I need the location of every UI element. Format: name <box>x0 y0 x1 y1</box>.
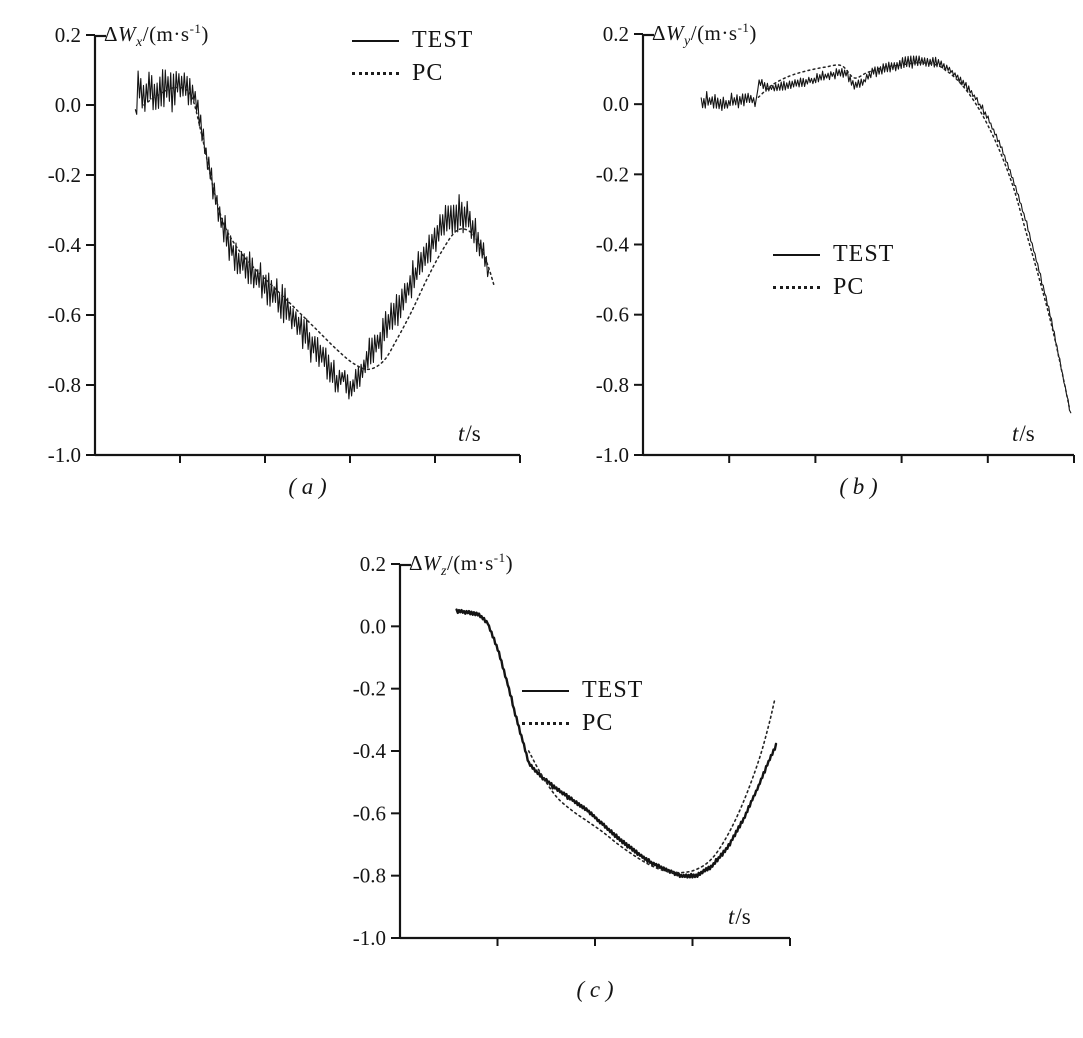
plot-a-canvas: 0.2 0.0 -0.2 -0.4 -0.6 -0.8 -1.0 <box>48 23 521 467</box>
test-line-swatch <box>352 39 399 42</box>
y-tick-label: -1.0 <box>353 926 386 950</box>
panel-c: 0.2 0.0 -0.2 -0.4 -0.6 -0.8 -1.0 ΔWz/(m·s-1) t… <box>279 524 823 1038</box>
x-axis-title: t/s <box>1012 421 1035 446</box>
y-tick-label: 0.0 <box>360 614 386 638</box>
y-axis-title: ΔWz/(m·s-1) <box>409 550 514 580</box>
legend-label-pc: PC <box>833 274 865 300</box>
legend-item-test: TEST <box>773 238 894 271</box>
y-tick-label: -0.2 <box>596 162 629 186</box>
series-test-line <box>455 608 778 879</box>
y-tick-label: -0.6 <box>48 303 81 327</box>
y-tick-label: 0.0 <box>603 92 629 116</box>
y-tick-label: -0.8 <box>48 373 81 397</box>
y-tick-label: -1.0 <box>596 443 629 467</box>
y-tick-label: 0.2 <box>603 22 629 46</box>
plot-b-canvas: 0.2 0.0 -0.2 -0.4 -0.6 -0.8 -1.0 <box>596 22 1075 467</box>
y-tick-label: 0.2 <box>360 552 386 576</box>
legend-item-test: TEST <box>352 24 473 57</box>
y-tick-label: -0.8 <box>353 864 386 888</box>
legend-item-test: TEST <box>522 674 643 707</box>
y-tick-label: -0.8 <box>596 373 629 397</box>
legend-label-test: TEST <box>833 241 895 267</box>
plot-c-canvas: 0.2 0.0 -0.2 -0.4 -0.6 -0.8 -1.0 <box>353 552 791 950</box>
test-line-swatch <box>773 253 820 256</box>
y-tick-label: 0.2 <box>55 23 81 47</box>
legend-label-pc: PC <box>412 60 444 86</box>
test-line-swatch <box>522 689 569 692</box>
series-pc-line <box>757 62 1071 411</box>
y-axis-title: ΔWx/(m·s-1) <box>104 21 209 51</box>
legend-label-test: TEST <box>582 677 644 703</box>
legend-label-pc: PC <box>582 710 614 736</box>
y-tick-label: -0.2 <box>353 677 386 701</box>
y-tick-label: -0.4 <box>353 739 387 763</box>
panel-b: 0.2 0.0 -0.2 -0.4 -0.6 -0.8 -1.0 ΔWy/(m·s-1) t… <box>543 0 1083 524</box>
y-axis-title: ΔWy/(m·s-1) <box>652 20 757 50</box>
series-test-line <box>134 69 490 400</box>
y-tick-label: -0.6 <box>596 303 629 327</box>
legend-item-pc: PC <box>522 707 643 740</box>
legend: TEST PC <box>522 674 643 740</box>
y-tick-label: -0.4 <box>48 233 82 257</box>
y-tick-label: -0.4 <box>596 233 630 257</box>
panel-caption: ( a ) <box>288 474 327 499</box>
delta-symbol: Δ <box>104 22 119 46</box>
y-tick-label: -0.2 <box>48 163 81 187</box>
legend: TEST PC <box>773 238 894 304</box>
x-axis-title: t/s <box>728 904 751 929</box>
series-pc-line <box>143 86 496 371</box>
pc-line-swatch <box>773 286 820 289</box>
panel-caption: ( b ) <box>839 474 878 499</box>
series-test-line <box>700 55 1072 414</box>
legend: TEST PC <box>352 24 473 90</box>
x-axis-title: t/s <box>458 421 481 446</box>
panel-caption: ( c ) <box>576 977 614 1002</box>
legend-item-pc: PC <box>773 271 894 304</box>
y-tick-label: 0.0 <box>55 93 81 117</box>
pc-line-swatch <box>522 722 569 725</box>
delta-symbol: Δ <box>409 551 424 575</box>
y-tick-label: -0.6 <box>353 801 386 825</box>
pc-line-swatch <box>352 72 399 75</box>
delta-symbol: Δ <box>652 21 667 45</box>
panel-a: 0.2 0.0 -0.2 -0.4 -0.6 -0.8 -1.0 ΔWx/(m·s-1) t… <box>0 0 542 524</box>
legend-item-pc: PC <box>352 57 473 90</box>
y-tick-label: -1.0 <box>48 443 81 467</box>
legend-label-test: TEST <box>412 27 474 53</box>
series-pc-line <box>527 700 776 874</box>
